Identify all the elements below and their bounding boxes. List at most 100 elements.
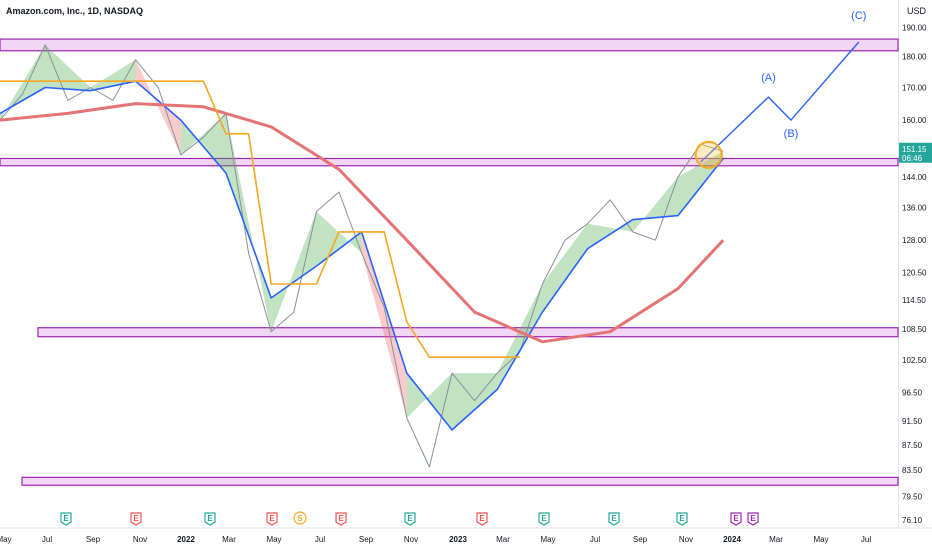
x-tick-label: Jul [861, 535, 871, 544]
earnings-icon [608, 512, 620, 526]
cloud-segment [45, 44, 91, 91]
zone-rect [21, 476, 899, 486]
earnings-marker: E [747, 512, 759, 526]
x-tick-label: Mar [496, 535, 510, 544]
series-line-ma200 [0, 102, 725, 344]
x-tick-label: Jul [42, 535, 52, 544]
highlight-circle [694, 140, 723, 169]
y-tick-label: 83.50 [902, 466, 923, 475]
earnings-marker: E [130, 512, 142, 526]
earnings-label: E [407, 514, 413, 523]
earnings-label: E [611, 514, 617, 523]
chart-title: Amazon.com, Inc., 1D, NASDAQ [6, 6, 144, 16]
earnings-marker: E [538, 512, 550, 526]
earnings-icon [404, 512, 416, 526]
earnings-label: E [479, 514, 485, 523]
earnings-label: E [679, 514, 685, 523]
cloud-segment [135, 59, 181, 155]
earnings-label: E [733, 514, 739, 523]
wave-label: (C) [851, 10, 866, 22]
y-tick-label: 180.00 [902, 53, 927, 62]
cloud-segment [542, 223, 588, 313]
y-tick-label: 144.00 [902, 173, 927, 182]
cloud-segment [226, 113, 272, 332]
price-badge-countdown: 06:46 [902, 154, 923, 163]
y-tick-label: 91.50 [902, 417, 923, 426]
price-badge-box [899, 142, 932, 163]
cloud-segment [0, 44, 46, 121]
time-axis: May Jul Sep Nov 2022 Mar May Jul Sep Nov 2023 Mar Ma… [0, 527, 932, 544]
earnings-label: E [133, 514, 139, 523]
x-tick-label: Sep [359, 535, 374, 544]
earnings-icon [538, 512, 550, 526]
y-tick-label: 114.50 [902, 296, 926, 305]
earnings-marker: E [476, 512, 488, 526]
x-tick-label: May [813, 535, 828, 544]
y-tick-label: 76.10 [902, 516, 923, 525]
earnings-label: E [63, 514, 69, 523]
earnings-marker: E [204, 512, 216, 526]
x-tick-label: May [540, 535, 555, 544]
x-tick-label: Sep [633, 535, 648, 544]
earnings-marker: S [293, 511, 307, 525]
y-tick-label: 128.00 [902, 236, 927, 245]
y-tick-label: 170.00 [902, 83, 927, 92]
y-tick-label: 108.50 [902, 325, 927, 334]
earnings-label: E [207, 514, 213, 523]
series-line-ma_blue [0, 80, 724, 431]
x-tick-label: Nov [404, 535, 418, 544]
x-tick-label: Jul [315, 535, 325, 544]
cloud-segment [271, 211, 317, 332]
cloud-segment [316, 211, 362, 267]
earnings-marker: E [608, 512, 620, 526]
y-tick-label: 87.50 [902, 441, 923, 450]
earnings-label: E [541, 514, 547, 523]
x-tick-label: Mar [769, 535, 783, 544]
earnings-icon [747, 512, 759, 526]
earnings-icon [60, 512, 72, 526]
x-tick-label: 2023 [449, 535, 467, 544]
y-tick-label: 102.50 [902, 356, 927, 365]
earnings-marker: E [404, 512, 416, 526]
cloud-segment [361, 231, 407, 419]
earnings-marker: E [335, 512, 347, 526]
y-tick-label: 79.50 [902, 493, 923, 502]
earnings-icon [676, 512, 688, 526]
y-tick-label: 120.50 [902, 269, 927, 278]
earnings-label: E [269, 514, 275, 523]
earnings-icon [266, 512, 278, 526]
cloud-bands [0, 44, 724, 430]
y-tick-label: 96.50 [902, 388, 923, 397]
x-tick-label: Jul [590, 535, 600, 544]
y-tick-label: 160.00 [902, 116, 927, 125]
earnings-icon [335, 512, 347, 526]
x-tick-label: 2022 [177, 535, 195, 544]
x-tick-label: Sep [86, 535, 101, 544]
earnings-marker: E [266, 512, 278, 526]
currency-label[interactable]: USD [907, 6, 927, 16]
x-tick-label: May [266, 535, 281, 544]
zone-rect [0, 38, 899, 52]
price-axis: 190.00 180.00 170.00 160.00 151.15 144.00 136.… [902, 24, 927, 526]
y-tick-label: 190.00 [902, 24, 927, 33]
wave-label: (A) [761, 72, 776, 84]
series-lines [0, 41, 860, 468]
earnings-marker: E [60, 512, 72, 526]
earnings-icon [730, 512, 742, 526]
support-resistance-zones [0, 38, 899, 486]
earnings-marker: E [730, 512, 742, 526]
wave-label: (B) [784, 128, 799, 140]
x-tick-label: Nov [133, 535, 147, 544]
zone-rect [37, 327, 899, 338]
earnings-label: E [750, 514, 756, 523]
cloud-segment [632, 176, 678, 232]
zone-rect [0, 157, 899, 167]
ma-orange-line [0, 80, 520, 358]
earnings-icon [204, 512, 216, 526]
earnings-label: E [338, 514, 344, 523]
wave-labels: (A) (B) (C) [761, 10, 866, 140]
y-tick-label: 136.00 [902, 204, 927, 213]
series-line-price [0, 44, 724, 468]
